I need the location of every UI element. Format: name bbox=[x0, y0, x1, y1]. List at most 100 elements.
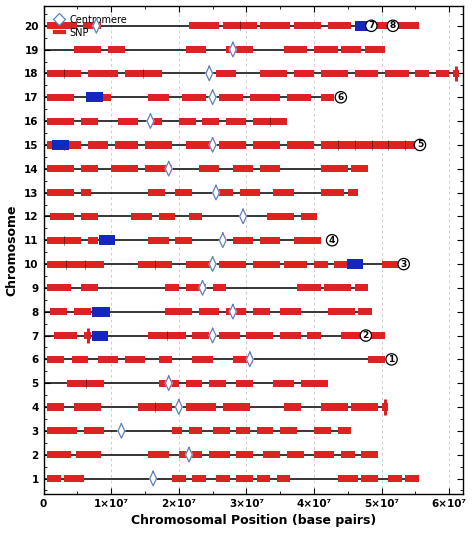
Bar bbox=[280, 332, 301, 339]
Bar bbox=[50, 308, 67, 316]
Bar bbox=[365, 46, 385, 53]
Bar bbox=[138, 403, 172, 410]
Polygon shape bbox=[165, 161, 172, 176]
Bar bbox=[283, 261, 307, 268]
Bar bbox=[47, 427, 77, 434]
Bar bbox=[47, 22, 77, 29]
Bar bbox=[283, 403, 301, 410]
Bar bbox=[223, 22, 256, 29]
Text: 7: 7 bbox=[368, 21, 374, 30]
Bar bbox=[260, 165, 280, 172]
Bar bbox=[405, 475, 419, 482]
Bar bbox=[115, 141, 138, 149]
Bar bbox=[81, 284, 98, 292]
Bar bbox=[253, 308, 270, 316]
Bar bbox=[199, 165, 219, 172]
Polygon shape bbox=[240, 209, 246, 224]
Bar bbox=[321, 94, 334, 101]
Y-axis label: Chromosome: Chromosome bbox=[6, 204, 18, 295]
Bar bbox=[199, 308, 219, 316]
Polygon shape bbox=[206, 66, 213, 80]
Polygon shape bbox=[219, 233, 226, 247]
Bar bbox=[283, 46, 307, 53]
Bar bbox=[186, 403, 216, 410]
Bar bbox=[47, 451, 71, 458]
Polygon shape bbox=[150, 471, 156, 486]
Bar bbox=[219, 141, 246, 149]
Bar bbox=[84, 427, 104, 434]
Bar bbox=[233, 356, 253, 363]
Polygon shape bbox=[147, 114, 154, 128]
Bar bbox=[47, 141, 81, 149]
Bar bbox=[216, 70, 237, 77]
Bar bbox=[83, 22, 101, 29]
Bar bbox=[47, 237, 81, 244]
Bar bbox=[385, 70, 409, 77]
Bar bbox=[237, 451, 253, 458]
Polygon shape bbox=[229, 304, 237, 319]
Bar bbox=[67, 379, 104, 387]
Polygon shape bbox=[175, 400, 182, 414]
Bar bbox=[277, 475, 291, 482]
Text: 4: 4 bbox=[329, 236, 335, 245]
Bar bbox=[219, 94, 243, 101]
Bar bbox=[81, 213, 98, 220]
Polygon shape bbox=[209, 328, 216, 343]
Bar bbox=[47, 261, 104, 268]
Bar bbox=[125, 356, 145, 363]
Bar bbox=[172, 475, 186, 482]
Text: 2: 2 bbox=[363, 331, 369, 340]
Bar bbox=[47, 189, 74, 196]
Bar bbox=[138, 261, 172, 268]
Bar bbox=[74, 403, 101, 410]
Bar bbox=[108, 46, 125, 53]
Bar bbox=[81, 118, 98, 125]
Bar bbox=[267, 213, 294, 220]
Bar bbox=[328, 308, 355, 316]
Bar bbox=[186, 379, 202, 387]
Bar bbox=[358, 308, 372, 316]
Bar bbox=[98, 356, 118, 363]
Bar bbox=[213, 189, 233, 196]
Polygon shape bbox=[165, 376, 172, 391]
Bar bbox=[175, 189, 192, 196]
Bar bbox=[145, 141, 172, 149]
Bar bbox=[219, 261, 246, 268]
Bar bbox=[321, 141, 422, 149]
Bar bbox=[355, 21, 374, 31]
Bar bbox=[280, 427, 297, 434]
Bar bbox=[233, 237, 253, 244]
Bar bbox=[287, 451, 304, 458]
Bar bbox=[47, 356, 64, 363]
Bar bbox=[111, 165, 138, 172]
Bar bbox=[324, 284, 351, 292]
Bar bbox=[209, 451, 229, 458]
Bar bbox=[250, 94, 280, 101]
Bar bbox=[341, 46, 361, 53]
Bar bbox=[192, 356, 213, 363]
Bar bbox=[294, 22, 321, 29]
Bar bbox=[92, 330, 108, 341]
Bar bbox=[321, 165, 348, 172]
Bar bbox=[361, 451, 378, 458]
Bar bbox=[453, 70, 459, 77]
Bar bbox=[226, 46, 253, 53]
Bar bbox=[76, 451, 101, 458]
Bar bbox=[256, 475, 270, 482]
Bar bbox=[314, 427, 331, 434]
Polygon shape bbox=[93, 19, 100, 33]
Polygon shape bbox=[209, 257, 216, 271]
Bar bbox=[213, 284, 226, 292]
Polygon shape bbox=[209, 90, 216, 104]
Bar bbox=[368, 332, 385, 339]
Bar bbox=[145, 165, 172, 172]
Bar bbox=[186, 261, 213, 268]
Bar bbox=[260, 22, 291, 29]
Bar bbox=[237, 427, 250, 434]
Bar bbox=[341, 451, 355, 458]
Bar bbox=[294, 70, 314, 77]
Bar bbox=[189, 213, 202, 220]
Bar bbox=[348, 189, 358, 196]
Bar bbox=[186, 46, 206, 53]
Bar bbox=[301, 379, 328, 387]
